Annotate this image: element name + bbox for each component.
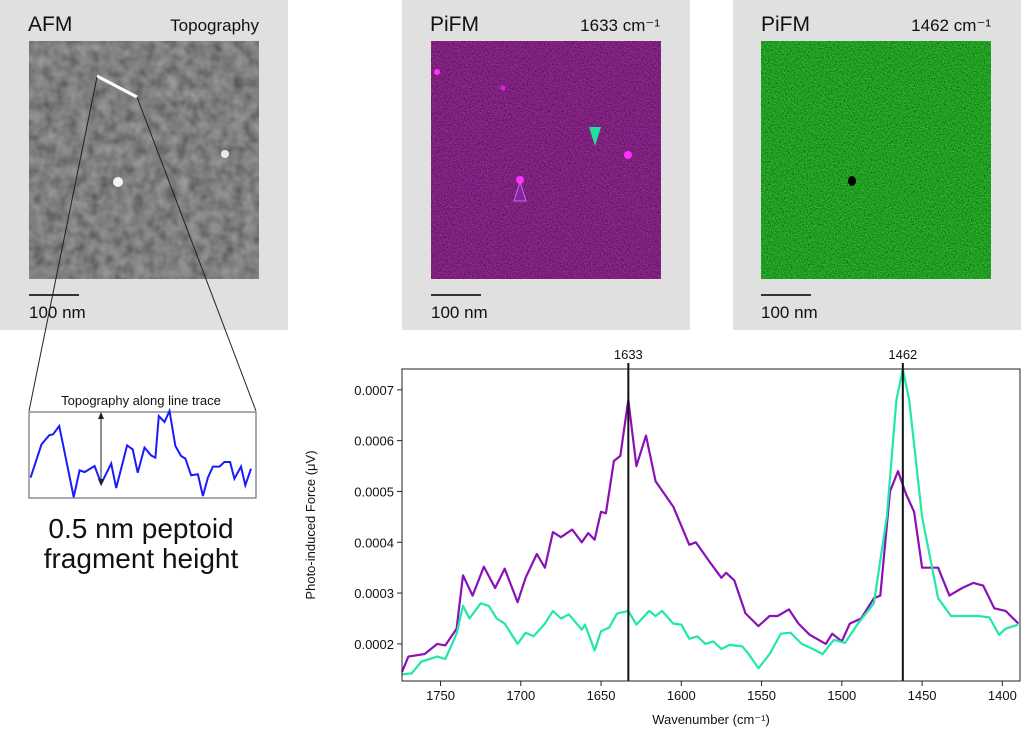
bright-spot [516, 176, 524, 184]
x-tick-label: 1700 [506, 688, 535, 703]
panel-subtitle: Topography [170, 16, 259, 35]
line-trace-marker [96, 74, 138, 99]
spectrum-chart: Photo-induced Force (μV) Wavenumber (cm⁻… [303, 347, 1021, 727]
peak-marker-label: 1462 [888, 347, 917, 362]
y-tick-label: 0.0006 [354, 434, 394, 449]
y-tick-label: 0.0002 [354, 637, 394, 652]
line-trace-inset: Topography along line trace 0.5 nm pepto… [28, 393, 257, 574]
scale-bar-label: 100 nm [29, 303, 86, 322]
x-tick-label: 1750 [426, 688, 455, 703]
peak-marker-label: 1633 [614, 347, 643, 362]
panel-title: AFM [28, 13, 72, 36]
green-arrow-marker [589, 127, 601, 146]
pifm-1462-image [761, 41, 991, 279]
pifm-1462-panel: PiFM 1462 cm⁻¹ 100 nm [733, 0, 1021, 330]
bright-particle [221, 150, 229, 158]
x-axis-label: Wavenumber (cm⁻¹) [652, 712, 770, 727]
bright-spot [500, 85, 506, 91]
y-tick-label: 0.0005 [354, 484, 394, 499]
bright-spot [434, 69, 440, 75]
afm-panel: AFM Topography 100 nm [0, 0, 288, 330]
bright-particle [113, 177, 123, 187]
y-tick-label: 0.0003 [354, 586, 394, 601]
afm-topography-image [29, 41, 259, 279]
dark-spot [848, 176, 856, 186]
inset-caption: fragment height [44, 543, 239, 574]
arrow-head-icon [98, 412, 104, 419]
x-tick-label: 1550 [747, 688, 776, 703]
y-tick-label: 0.0007 [354, 383, 394, 398]
x-tick-label: 1450 [908, 688, 937, 703]
inset-title: Topography along line trace [61, 393, 221, 408]
x-tick-label: 1400 [988, 688, 1017, 703]
series-line-1 [401, 368, 1019, 676]
pifm-1633-image [431, 41, 661, 279]
topography-trace-line [29, 407, 252, 498]
scale-bar-label: 100 nm [431, 303, 488, 322]
zoom-connector-line [28, 76, 98, 412]
scale-bar-label: 100 nm [761, 303, 818, 322]
panel-title: PiFM [430, 13, 479, 36]
arrow-head-icon [98, 479, 104, 486]
plot-frame [401, 368, 1021, 682]
panel-title: PiFM [761, 13, 810, 36]
x-tick-label: 1600 [667, 688, 696, 703]
inset-caption: 0.5 nm peptoid [48, 513, 233, 544]
x-tick-label: 1500 [827, 688, 856, 703]
panel-subtitle: 1462 cm⁻¹ [911, 16, 991, 35]
purple-arrow-marker [513, 180, 527, 202]
bright-spot [624, 151, 632, 159]
pifm-1633-panel: PiFM 1633 cm⁻¹ 100 nm [402, 0, 690, 330]
x-tick-label: 1650 [587, 688, 616, 703]
panel-subtitle: 1633 cm⁻¹ [580, 16, 660, 35]
zoom-connector-line [136, 96, 257, 412]
y-axis-label: Photo-induced Force (μV) [303, 450, 318, 599]
y-tick-label: 0.0004 [354, 535, 394, 550]
